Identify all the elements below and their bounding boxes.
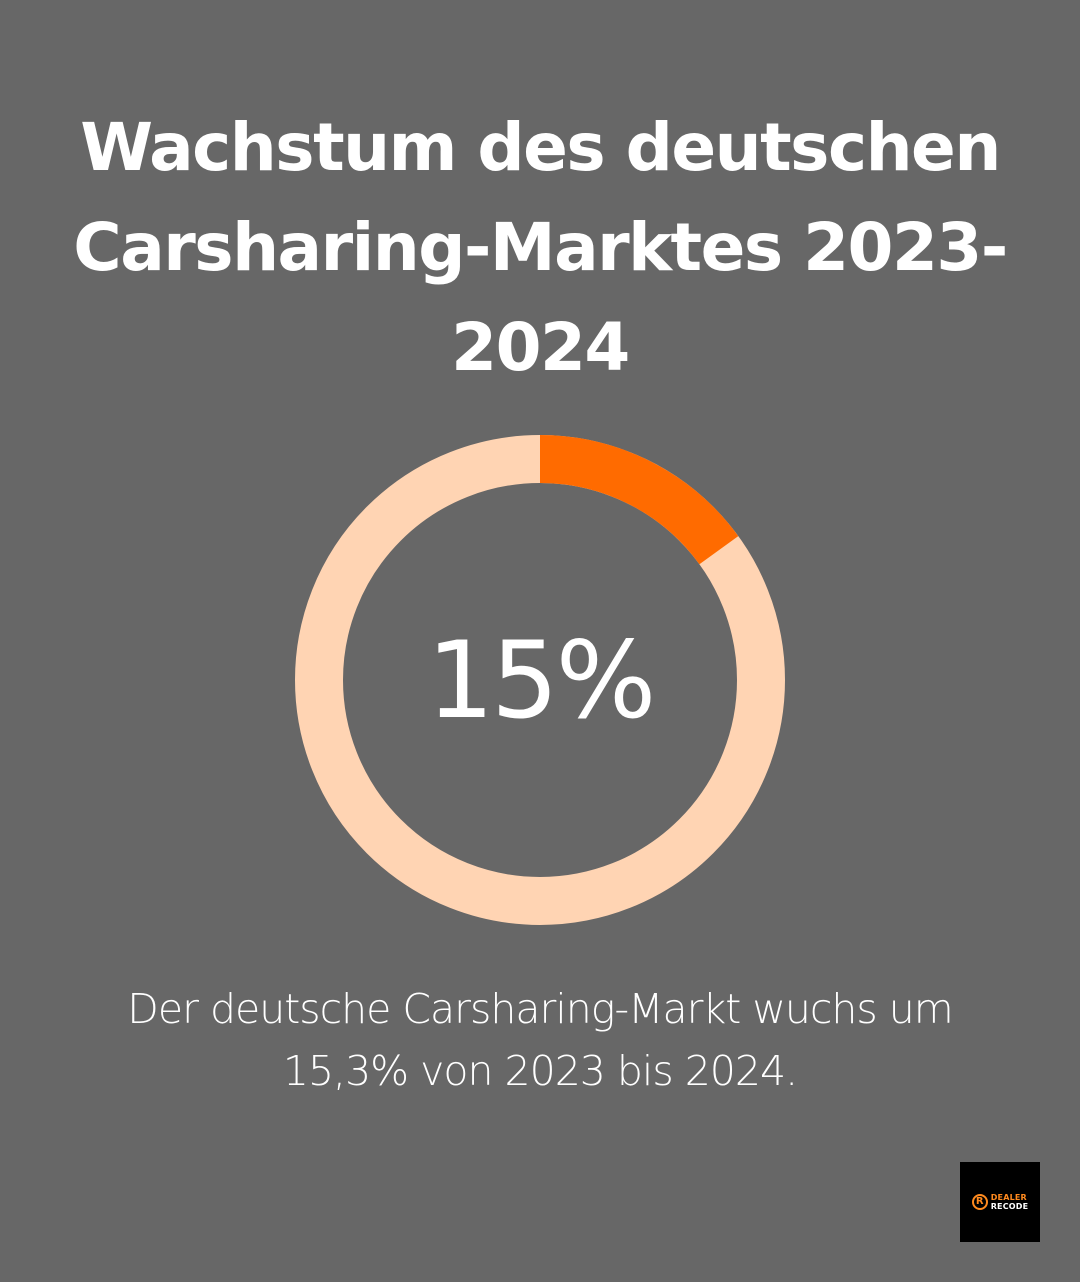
logo-text: DEALER RECODE — [991, 1193, 1029, 1211]
title-line-3: 2024 — [451, 309, 630, 386]
donut-filled-segment — [295, 435, 785, 925]
donut-chart — [290, 430, 790, 930]
donut-chart-svg — [295, 435, 785, 925]
caption: Der deutsche Carsharing-Markt wuchs um 1… — [40, 978, 1040, 1102]
dealer-recode-logo: R DEALER RECODE — [960, 1162, 1040, 1242]
caption-line-2: 15,3% von 2023 bis 2024. — [282, 1047, 798, 1095]
page-title: Wachstum des deutschen Carsharing-Markte… — [40, 98, 1040, 398]
logo-text-line-2: RECODE — [990, 1202, 1029, 1211]
caption-line-1: Der deutsche Carsharing-Markt wuchs um — [127, 985, 953, 1033]
donut-center-value: 15% — [426, 618, 657, 742]
title-line-1: Wachstum des deutschen — [80, 109, 1001, 186]
logo-r-icon: R — [971, 1194, 988, 1210]
title-line-2: Carsharing-Marktes 2023- — [73, 209, 1008, 286]
logo-text-line-1: DEALER — [990, 1193, 1027, 1202]
